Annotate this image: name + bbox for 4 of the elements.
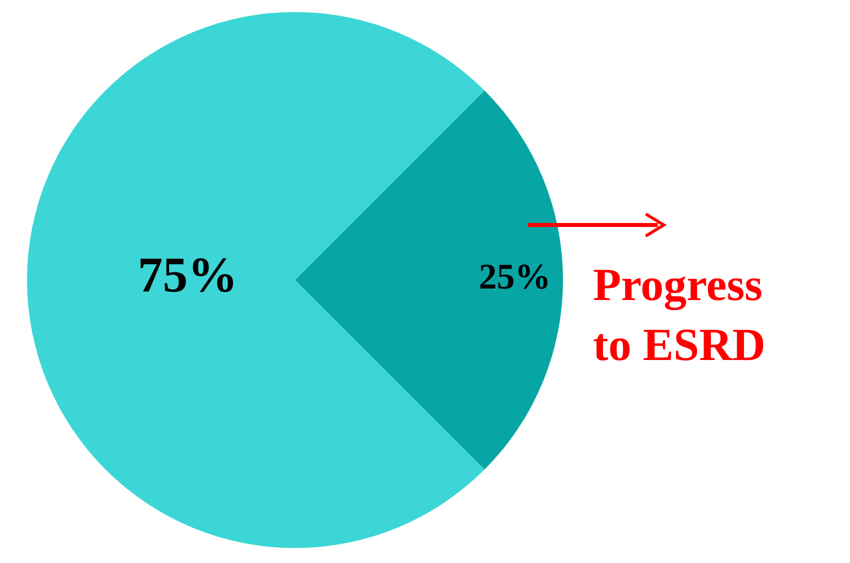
data-label: 25%	[478, 256, 551, 296]
data-label: 75%	[138, 246, 238, 302]
pie-slice	[295, 90, 563, 470]
slice-label: Progress to ESRD	[593, 259, 766, 370]
